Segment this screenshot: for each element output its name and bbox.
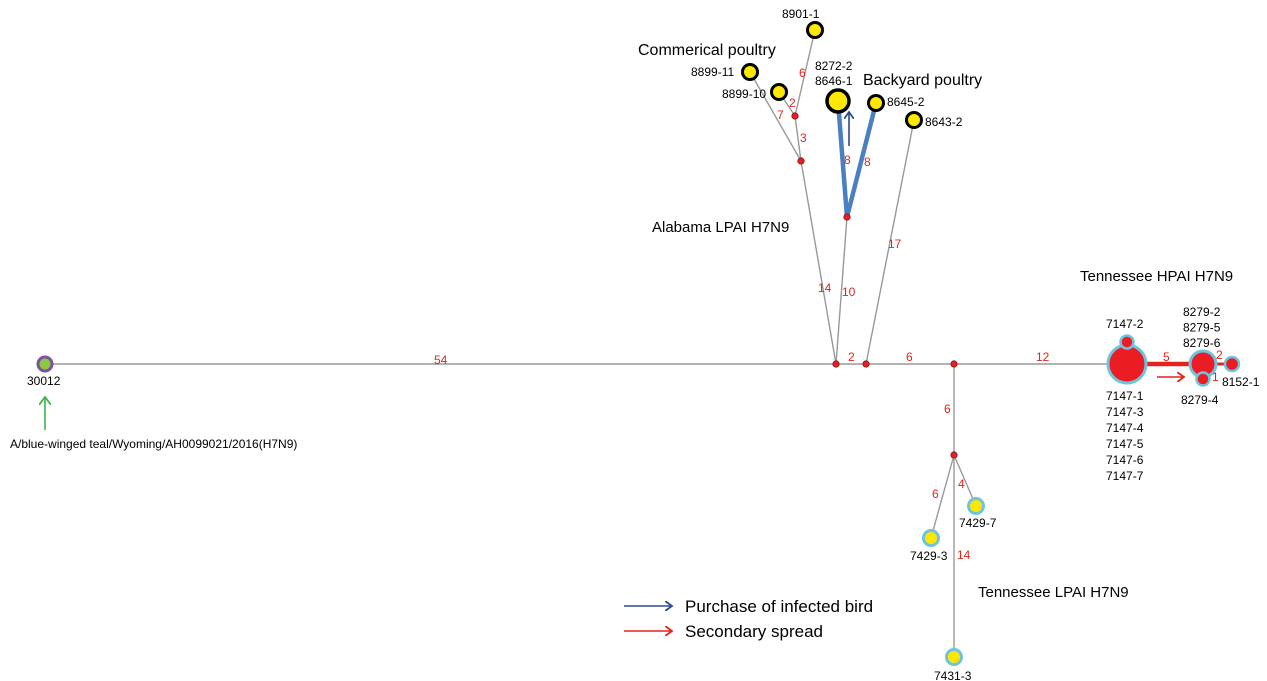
label-list-7147: 7147-1 7147-3 7147-4 7147-5 7147-6 7147-7 bbox=[1106, 389, 1144, 483]
node-label: 8279-5 bbox=[1183, 321, 1221, 335]
edge-lpai-7429-3 bbox=[930, 454, 955, 539]
branch-length: 2 bbox=[789, 96, 796, 110]
branch-length: 2 bbox=[848, 350, 855, 364]
node-7147-1[interactable] bbox=[1106, 343, 1148, 385]
label-7431-3: 7431-3 bbox=[934, 669, 972, 681]
median-vector bbox=[950, 451, 958, 459]
median-vectors bbox=[791, 112, 958, 459]
branch-length: 6 bbox=[944, 402, 951, 416]
label-commercial-poultry: Commerical poultry bbox=[638, 42, 776, 59]
label-alabama-lpai: Alabama LPAI H7N9 bbox=[652, 219, 789, 236]
node-30012[interactable] bbox=[36, 355, 54, 373]
median-vector bbox=[791, 112, 799, 120]
branch-length: 1 bbox=[1212, 370, 1219, 384]
branch-length: 6 bbox=[799, 66, 806, 80]
branch-length: 10 bbox=[842, 285, 856, 299]
node-label: 7147-5 bbox=[1106, 437, 1144, 451]
label-8899-10: 8899-10 bbox=[722, 87, 766, 101]
node-8645-2[interactable] bbox=[867, 94, 885, 112]
label-8646-1: 8646-1 bbox=[815, 74, 853, 88]
branch-length: 7 bbox=[777, 108, 784, 122]
edge-backyard-8645 bbox=[844, 102, 879, 218]
node-8152-1[interactable] bbox=[1223, 355, 1241, 373]
haplotype-nodes bbox=[36, 21, 1241, 666]
highlighted-edges bbox=[835, 100, 1232, 367]
edge-to-backyard bbox=[835, 216, 848, 365]
label-30012: 30012 bbox=[27, 374, 61, 388]
node-8899-10[interactable] bbox=[770, 83, 788, 101]
branch-length: 3 bbox=[800, 131, 807, 145]
node-label: 7147-1 bbox=[1106, 389, 1144, 403]
label-8272-2: 8272-2 bbox=[815, 59, 853, 73]
legend-purchase-label: Purchase of infected bird bbox=[685, 597, 873, 616]
node-label: 7147-7 bbox=[1106, 469, 1144, 483]
label-7147-2: 7147-2 bbox=[1106, 317, 1144, 331]
branch-length: 17 bbox=[888, 237, 902, 251]
label-7429-7: 7429-7 bbox=[959, 516, 997, 530]
legend-secondary-label: Secondary spread bbox=[685, 622, 823, 641]
branch-length: 6 bbox=[932, 487, 939, 501]
network-edges bbox=[45, 29, 1127, 657]
label-backyard-poultry: Backyard poultry bbox=[863, 72, 982, 89]
node-7429-3[interactable] bbox=[922, 529, 940, 547]
branch-length: 4 bbox=[958, 477, 965, 491]
node-label: 8279-6 bbox=[1183, 336, 1221, 350]
node-7147-2[interactable] bbox=[1119, 334, 1135, 350]
branch-length: 8 bbox=[864, 155, 871, 169]
branch-length: 14 bbox=[957, 548, 971, 562]
branch-length: 12 bbox=[1036, 350, 1050, 364]
median-vector bbox=[862, 360, 870, 368]
label-8152-1: 8152-1 bbox=[1222, 375, 1260, 389]
label-8643-2: 8643-2 bbox=[925, 115, 963, 129]
node-8901-1[interactable] bbox=[806, 21, 824, 39]
legend: Purchase of infected bird Secondary spre… bbox=[624, 597, 873, 641]
node-label: 7147-3 bbox=[1106, 405, 1144, 419]
median-vector bbox=[832, 360, 840, 368]
median-vector bbox=[843, 213, 851, 221]
edge-to-commercial bbox=[800, 160, 837, 365]
branch-length: 54 bbox=[434, 353, 448, 367]
node-8646-1[interactable] bbox=[825, 88, 851, 114]
node-label: 7147-6 bbox=[1106, 453, 1144, 467]
edge-backyard-8646 bbox=[835, 100, 850, 218]
node-8899-11[interactable] bbox=[741, 63, 759, 81]
node-7431-3[interactable] bbox=[945, 648, 963, 666]
node-7429-7[interactable] bbox=[967, 497, 985, 515]
node-label: 8279-2 bbox=[1183, 305, 1221, 319]
label-tennessee-lpai: Tennessee LPAI H7N9 bbox=[978, 584, 1129, 601]
label-7429-3: 7429-3 bbox=[910, 549, 948, 563]
node-8279-4[interactable] bbox=[1195, 371, 1211, 387]
node-label: 7147-4 bbox=[1106, 421, 1144, 435]
median-vector bbox=[797, 157, 805, 165]
edge-comm-inner bbox=[794, 115, 802, 162]
branch-length: 14 bbox=[818, 281, 832, 295]
label-tennessee-hpai: Tennessee HPAI H7N9 bbox=[1080, 268, 1233, 285]
branch-length: 6 bbox=[906, 350, 913, 364]
edge-comm-8901-1 bbox=[794, 29, 816, 117]
branch-length: 2 bbox=[1216, 348, 1223, 362]
median-vector bbox=[950, 360, 958, 368]
edge-to-8643 bbox=[865, 119, 915, 365]
label-8279-4: 8279-4 bbox=[1181, 393, 1219, 407]
node-8643-2[interactable] bbox=[905, 111, 923, 129]
root-annotation: A/blue-winged teal/Wyoming/AH0099021/201… bbox=[10, 437, 297, 451]
edge-lpai-7429-7 bbox=[953, 454, 977, 507]
label-8901-1: 8901-1 bbox=[782, 7, 820, 21]
label-8645-2: 8645-2 bbox=[887, 95, 925, 109]
label-8899-11: 8899-11 bbox=[691, 65, 734, 79]
edge-comm-8899-11 bbox=[749, 71, 802, 162]
branch-length: 5 bbox=[1163, 350, 1170, 364]
branch-length: 8 bbox=[844, 153, 851, 167]
